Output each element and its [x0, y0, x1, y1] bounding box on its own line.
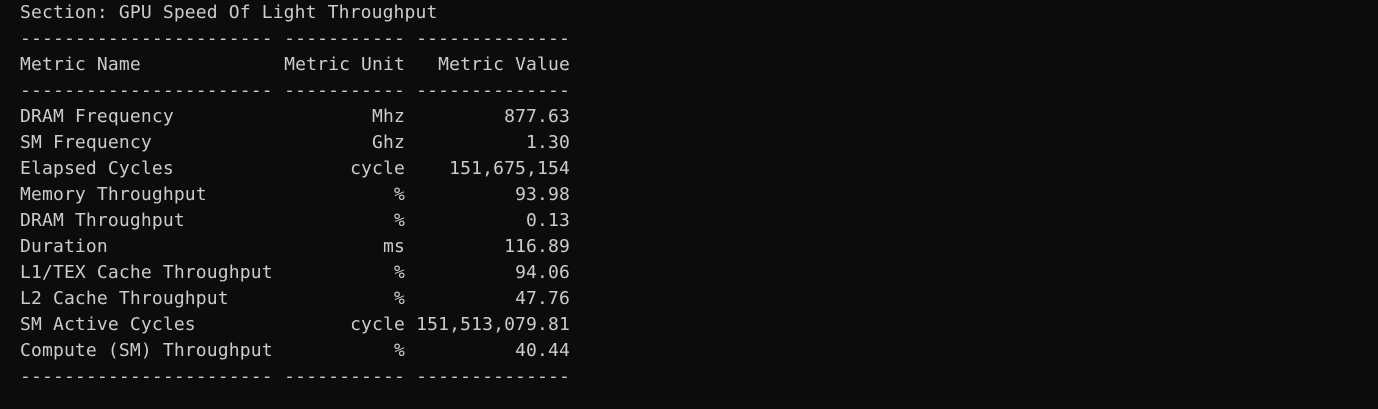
metric-name: Compute (SM) Throughput: [20, 340, 273, 361]
metric-value: 877.63: [504, 106, 570, 127]
metric-unit: cycle: [350, 314, 405, 335]
metric-name: SM Active Cycles: [20, 314, 196, 335]
metric-unit: %: [394, 288, 405, 309]
metric-name: Duration: [20, 236, 108, 257]
column-header: Metric Value: [438, 54, 570, 75]
metric-name: DRAM Frequency: [20, 106, 174, 127]
metric-unit: Ghz: [372, 132, 405, 153]
metric-value: 151,675,154: [449, 158, 570, 179]
section-title: Section: GPU Speed Of Light Throughput: [20, 2, 438, 23]
metric-name: Elapsed Cycles: [20, 158, 174, 179]
metric-value: 94.06: [515, 262, 570, 283]
metric-value: 47.76: [515, 288, 570, 309]
metric-unit: %: [394, 262, 405, 283]
metric-value: 93.98: [515, 184, 570, 205]
metric-unit: Mhz: [372, 106, 405, 127]
column-header: Metric Name: [20, 54, 141, 75]
metric-value: 40.44: [515, 340, 570, 361]
metric-name: L1/TEX Cache Throughput: [20, 262, 273, 283]
separator: -----------------------: [20, 80, 273, 101]
metric-name: L2 Cache Throughput: [20, 288, 229, 309]
metric-value: 151,513,079.81: [416, 314, 570, 335]
metric-unit: %: [394, 210, 405, 231]
separator: -----------------------: [20, 28, 273, 49]
metric-unit: ms: [383, 236, 405, 257]
metric-unit: %: [394, 340, 405, 361]
separator: --------------: [416, 28, 570, 49]
metric-unit: %: [394, 184, 405, 205]
separator: -----------: [284, 366, 405, 387]
separator: --------------: [416, 366, 570, 387]
metric-value: 116.89: [504, 236, 570, 257]
metric-name: Memory Throughput: [20, 184, 207, 205]
metric-value: 0.13: [526, 210, 570, 231]
separator: --------------: [416, 80, 570, 101]
metric-name: SM Frequency: [20, 132, 152, 153]
metric-value: 1.30: [526, 132, 570, 153]
separator: -----------: [284, 80, 405, 101]
metric-unit: cycle: [350, 158, 405, 179]
column-header: Metric Unit: [284, 54, 405, 75]
metric-name: DRAM Throughput: [20, 210, 185, 231]
separator: -----------: [284, 28, 405, 49]
separator: -----------------------: [20, 366, 273, 387]
